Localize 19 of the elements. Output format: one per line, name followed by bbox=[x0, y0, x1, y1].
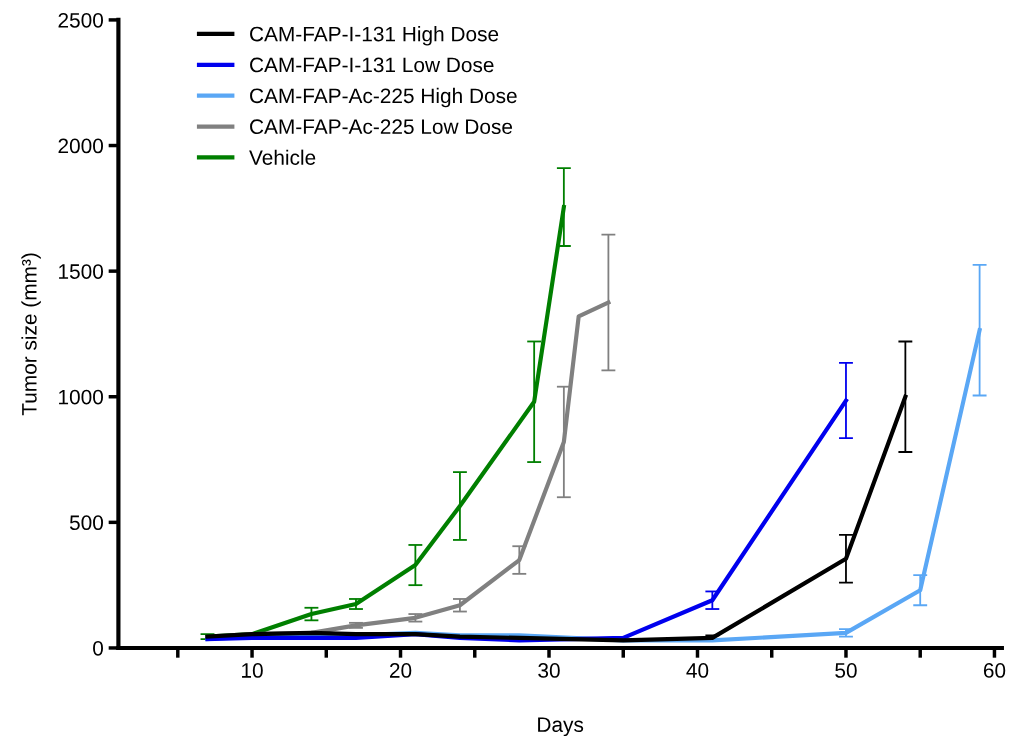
y-tick-label: 1500 bbox=[59, 264, 104, 279]
y-tick-label: 1000 bbox=[59, 389, 104, 405]
legend-label: CAM-FAP-Ac-225 High Dose bbox=[250, 87, 517, 108]
x-tick-label: 50 bbox=[835, 663, 857, 678]
y-axis-title: Tumor size (mm³) bbox=[21, 253, 41, 416]
y-tick-label: 500 bbox=[69, 515, 104, 531]
x-tick-label: 40 bbox=[686, 663, 709, 678]
x-axis-title: Days bbox=[538, 717, 584, 737]
legend-label: CAM-FAP-I-131 Low Dose bbox=[250, 57, 494, 73]
legend-label: Vehicle bbox=[249, 149, 316, 165]
legend-label: CAM-FAP-I-131 High Dose bbox=[250, 26, 499, 46]
legend-label: CAM-FAP-Ac-225 Low Dose bbox=[250, 119, 513, 135]
x-tick-label: 20 bbox=[389, 663, 412, 678]
x-tick-label: 10 bbox=[242, 663, 263, 678]
x-tick-label: 30 bbox=[538, 663, 560, 678]
y-tick-label: 2500 bbox=[58, 12, 104, 28]
x-tick-label: 60 bbox=[983, 663, 1006, 678]
y-tick-label: 0 bbox=[93, 640, 104, 656]
y-tick-label: 2000 bbox=[58, 138, 104, 154]
